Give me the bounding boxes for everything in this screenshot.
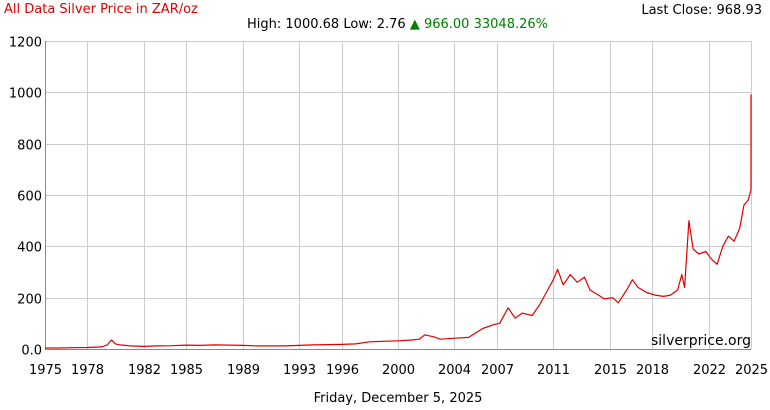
y-tick-label: 800 [17, 139, 42, 154]
x-tick-label: 2022 [693, 363, 726, 378]
x-tick-label: 2004 [438, 363, 471, 378]
change-value: 966.00 [423, 17, 470, 32]
last-close: Last Close: 968.93 [641, 3, 762, 18]
y-tick-label: 0.0 [21, 344, 42, 359]
date-footer: Friday, December 5, 2025 [313, 391, 483, 406]
x-tick-label: 2015 [594, 363, 627, 378]
x-tick-label: 2025 [735, 363, 768, 378]
high-label: High: [247, 17, 282, 32]
x-tick-label: 2000 [382, 363, 415, 378]
change-percent: 33048.26% [473, 17, 548, 32]
last-close-label: Last Close: [641, 3, 713, 18]
low-label: Low: [343, 17, 373, 32]
price-series-line [45, 94, 752, 349]
low-value: 2.76 [376, 17, 406, 32]
tick-layer: 0.0 200 400 600 800 1000 1200 1975 1978 1982 1985 1… [9, 36, 768, 379]
y-tick-label: 1200 [9, 36, 42, 51]
x-tick-label: 1978 [71, 363, 104, 378]
x-tick-label: 1985 [170, 363, 203, 378]
x-tick-label: 2011 [537, 363, 570, 378]
price-stats: High: 1000.68 Low: 2.76 ▲ 966.00 33048.2… [247, 17, 548, 32]
x-tick-label: 1989 [227, 363, 260, 378]
x-tick-label: 1996 [326, 363, 359, 378]
y-tick-label: 200 [17, 293, 42, 308]
y-tick-label: 400 [17, 241, 42, 256]
watermark: silverprice.org [651, 333, 751, 349]
x-tick-label: 2007 [481, 363, 514, 378]
chart-title: All Data Silver Price in ZAR/oz [4, 2, 198, 17]
x-tick-label: 1982 [128, 363, 161, 378]
high-value: 1000.68 [285, 17, 340, 32]
y-tick-label: 600 [17, 190, 42, 205]
x-tick-label: 2018 [636, 363, 669, 378]
series-layer [45, 94, 752, 349]
x-tick-label: 1975 [29, 363, 62, 378]
y-tick-label: 1000 [9, 87, 42, 102]
grid-layer [45, 41, 752, 350]
up-arrow-icon: ▲ [409, 17, 420, 32]
x-tick-label: 1993 [283, 363, 316, 378]
last-close-value: 968.93 [716, 3, 763, 18]
